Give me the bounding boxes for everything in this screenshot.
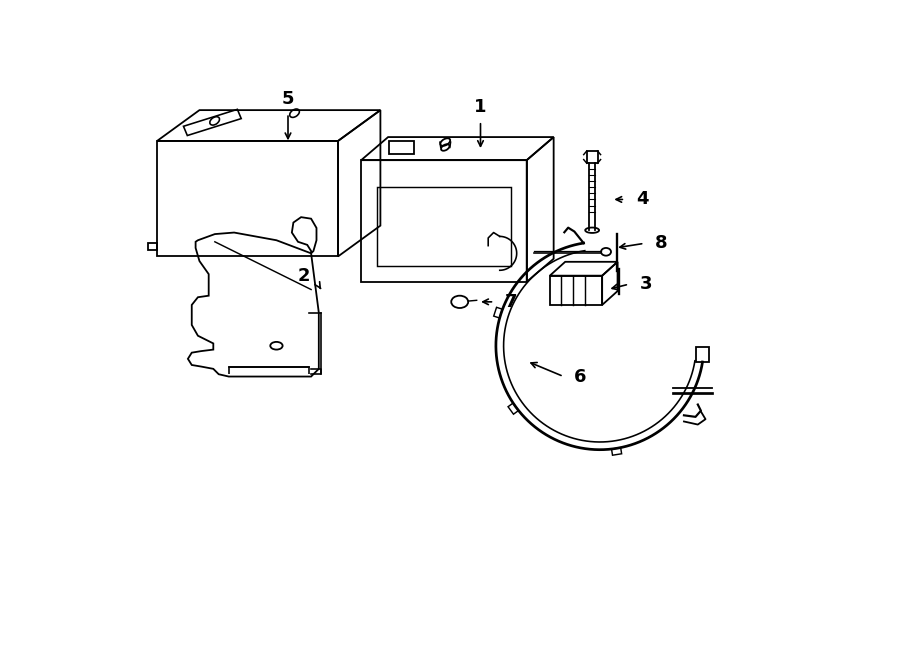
Text: 8: 8: [655, 235, 668, 253]
Bar: [587, 151, 598, 163]
Text: 5: 5: [282, 91, 294, 108]
Text: 6: 6: [574, 368, 587, 385]
Text: 1: 1: [474, 98, 487, 116]
Text: 2: 2: [297, 268, 310, 286]
Bar: [376, 187, 511, 266]
Text: 4: 4: [636, 190, 648, 208]
Text: 3: 3: [640, 275, 652, 293]
Text: 7: 7: [505, 293, 518, 311]
